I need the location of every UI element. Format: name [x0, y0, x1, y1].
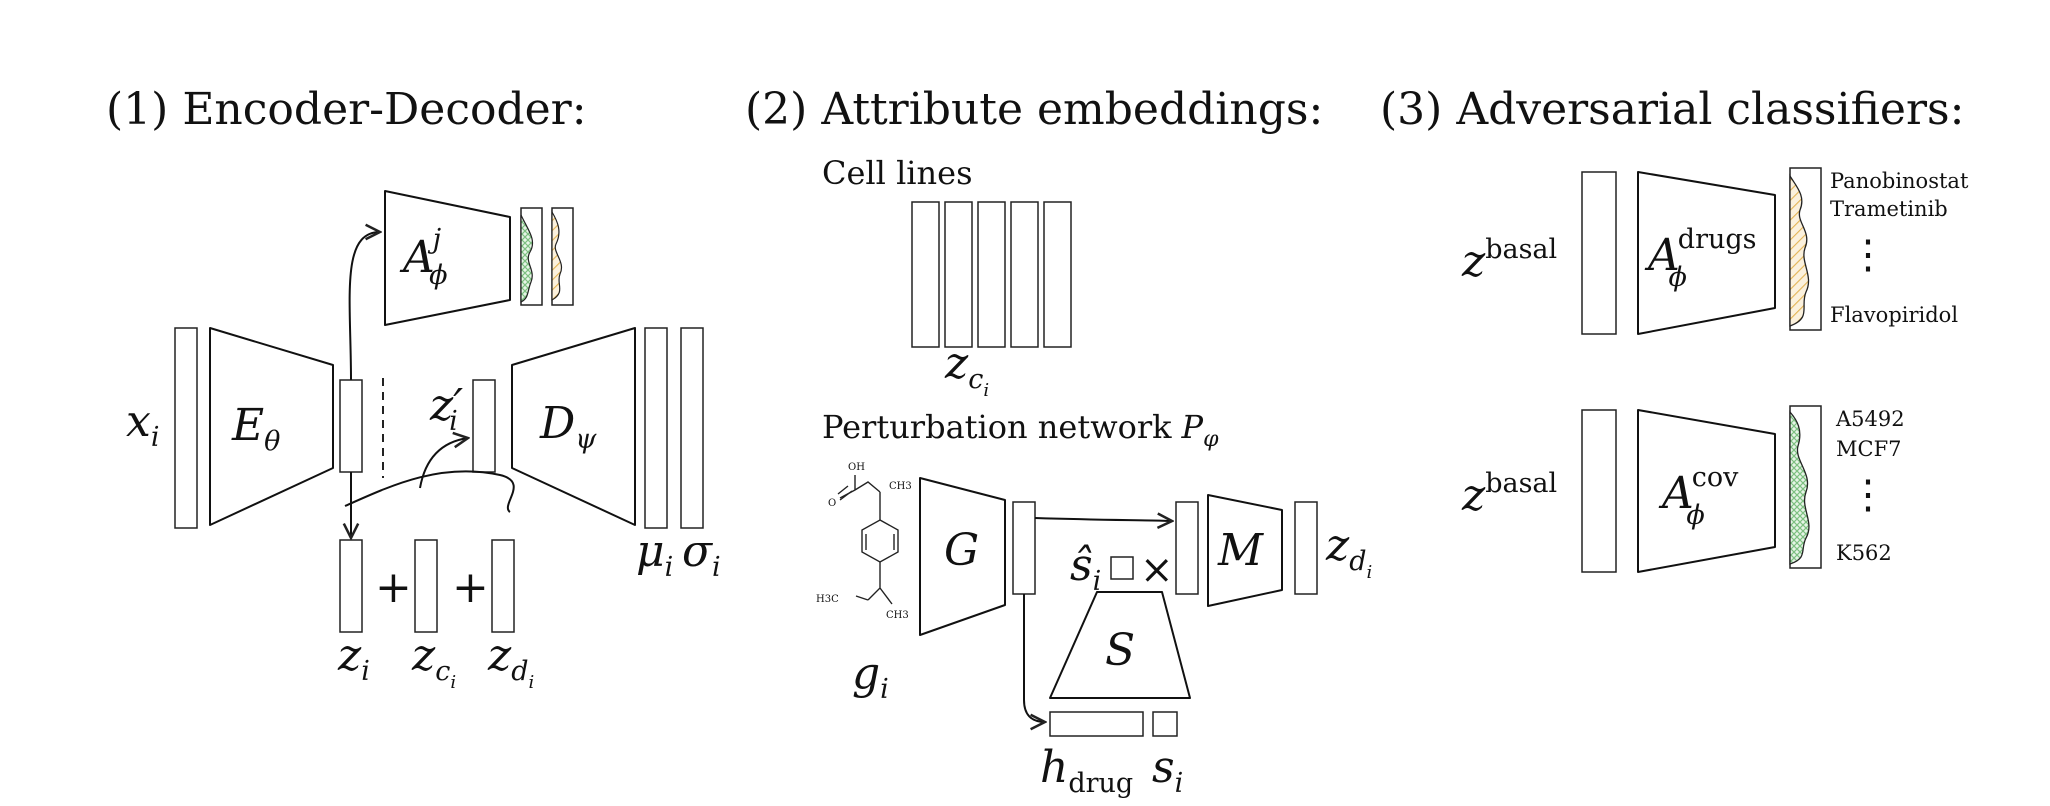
- molecule-oh: OH: [848, 462, 865, 473]
- encoder-block: [209, 327, 334, 526]
- g-network-label: G: [944, 525, 979, 576]
- cell-line-embedding-4: [1010, 201, 1039, 348]
- s-network-block: [1049, 591, 1191, 699]
- drugs-classifier-block: [1637, 171, 1776, 335]
- heading-encoder-decoder: (1) Encoder-Decoder:: [106, 84, 587, 135]
- cov-z-basal-bar: [1581, 409, 1617, 573]
- zd-output-label: zdi: [1325, 520, 1372, 583]
- section-adversarial-classifiers: zbasal Adrugs ϕ Panobinostat Trametinib ⋮…: [1461, 167, 1969, 573]
- molecule-ch3-bottom: CH3: [886, 610, 909, 621]
- mu-label: μi: [636, 526, 673, 583]
- heading-adversarial-classifiers: (3) Adversarial classifiers:: [1380, 84, 1964, 135]
- encoder-label: Eθ: [231, 400, 280, 457]
- zd-output-bar: [1294, 501, 1318, 595]
- s-hat-label: ŝi: [1070, 540, 1101, 597]
- g-label: gi: [852, 648, 889, 705]
- yellow-density: [551, 209, 562, 302]
- cov-density: [1789, 410, 1810, 565]
- drug-label-panobinostat: Panobinostat: [1830, 169, 1969, 193]
- g-network-block: [919, 477, 1006, 636]
- s-network-label: S: [1105, 625, 1135, 676]
- z-label: zi: [337, 630, 370, 687]
- zc-bar: [414, 539, 438, 633]
- cell-line-embedding-5: [1043, 201, 1072, 348]
- cov-label-mcf7: MCF7: [1836, 437, 1902, 461]
- drugs-z-basal-label: zbasal: [1461, 234, 1557, 287]
- molecule-ch3-top: CH3: [889, 481, 912, 492]
- m-network-label: M: [1217, 525, 1264, 576]
- s-box: [1152, 711, 1178, 737]
- noise-curve: [344, 470, 515, 513]
- zc-label: zci: [411, 630, 456, 693]
- latent-bar: [339, 379, 363, 473]
- zc-embedding-label: zci: [944, 338, 989, 401]
- m-input-bar: [1175, 501, 1199, 595]
- h-drug-label: hdrug: [1040, 742, 1133, 799]
- adversary-label: Aj ϕ: [399, 224, 448, 291]
- drugs-ellipsis: ⋮: [1848, 232, 1888, 278]
- molecule-h3c: H3C: [816, 594, 839, 605]
- cov-classifier-label: Acov ϕ: [1658, 462, 1739, 531]
- sigma-bar: [680, 327, 704, 529]
- drugs-classifier-label: Adrugs ϕ: [1644, 224, 1757, 293]
- green-density: [520, 214, 534, 303]
- arrow-to-m: [1034, 518, 1172, 521]
- cell-line-embedding-3: [977, 201, 1006, 348]
- drugs-density: [1789, 173, 1810, 327]
- times-sign: ×: [1140, 547, 1174, 593]
- cov-label-k562: K562: [1836, 541, 1892, 565]
- z-prime-label: z′i: [429, 380, 463, 437]
- cov-z-basal-label: zbasal: [1461, 468, 1557, 521]
- heading-attribute-embeddings: (2) Attribute embeddings:: [745, 84, 1323, 135]
- drug-label-flavopiridol: Flavopiridol: [1830, 303, 1958, 327]
- s-hat-box: [1110, 556, 1134, 580]
- plus-1: +: [375, 562, 412, 613]
- molecule-sketch: [837, 475, 899, 605]
- section-encoder-decoder: xi Eθ Aj ϕ z′i: [126, 190, 721, 693]
- x-label: xi: [126, 396, 159, 453]
- arrow-to-z-prime: [419, 438, 468, 489]
- latent-prime-bar: [472, 379, 496, 473]
- g-output-bar: [1012, 501, 1036, 595]
- mu-bar: [644, 327, 668, 529]
- input-bar: [174, 327, 198, 529]
- cov-label-a5492: A5492: [1835, 407, 1905, 431]
- drugs-z-basal-bar: [1581, 171, 1617, 335]
- section-attribute-embeddings: Cell lines zci Perturbation network Pφ OH…: [816, 154, 1372, 799]
- cell-lines-label: Cell lines: [822, 154, 973, 192]
- sigma-label: σi: [682, 526, 721, 583]
- decoder-block: [511, 327, 636, 526]
- decoder-label: Dψ: [539, 398, 597, 455]
- h-drug-bar: [1049, 711, 1144, 737]
- cell-line-embedding-1: [911, 201, 940, 348]
- m-network-block: [1207, 494, 1283, 607]
- perturbation-network-label: Perturbation network Pφ: [822, 408, 1219, 452]
- arrow-to-h-drug: [1023, 594, 1045, 722]
- zd-label: zdi: [487, 630, 534, 693]
- arrow-to-adversary: [348, 232, 380, 381]
- z-bar: [339, 539, 363, 633]
- adversary-block: [384, 190, 511, 326]
- cov-ellipsis: ⋮: [1848, 472, 1888, 518]
- drug-label-trametinib: Trametinib: [1830, 197, 1948, 221]
- cov-classifier-block: [1637, 409, 1776, 573]
- molecule-o: O: [828, 498, 836, 509]
- cell-line-embedding-2: [944, 201, 973, 348]
- s-label: si: [1152, 742, 1183, 799]
- plus-2: +: [452, 562, 489, 613]
- zd-bar: [491, 539, 515, 633]
